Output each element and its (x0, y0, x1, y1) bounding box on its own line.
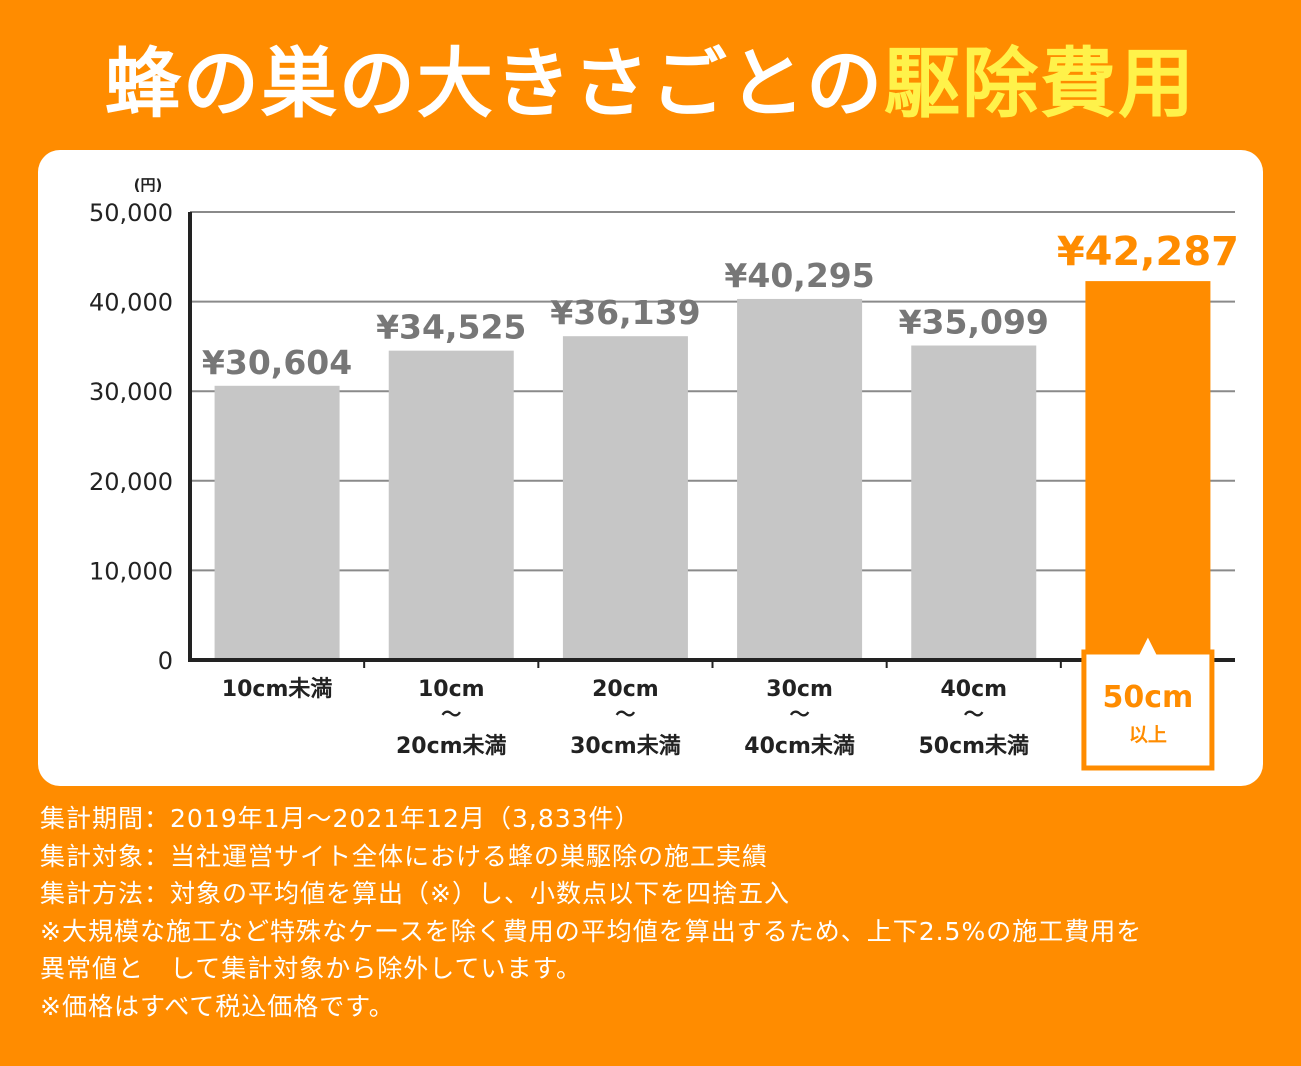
bar (562, 336, 688, 660)
y-tick-label: 0 (158, 647, 173, 675)
note-line: 異常値と して集計対象から除外しています。 (40, 954, 583, 983)
bar (214, 385, 340, 660)
y-tick-label: 20,000 (89, 468, 173, 496)
title-highlight: 駆除費用 (884, 39, 1197, 128)
notes: 集計期間：2019年1月〜2021年12月（3,833件） 集計対象：当社運営サ… (40, 800, 1280, 1025)
bar (388, 350, 514, 660)
category-label: 10cm (418, 677, 485, 702)
value-label: ¥34,525 (376, 308, 526, 347)
category-label: 50cm (1103, 680, 1194, 715)
range-separator: 〜 (615, 702, 635, 726)
category-label: 40cm (940, 677, 1007, 702)
y-tick-label: 30,000 (89, 378, 173, 406)
value-label: ¥30,604 (202, 343, 352, 382)
bar (737, 298, 863, 660)
category-label: 以上 (1129, 724, 1167, 746)
bar (1085, 281, 1211, 660)
range-separator: 〜 (441, 702, 461, 726)
note-line: ※大規模な施工など特殊なケースを除く費用の平均値を算出するため、上下2.5%の施… (40, 916, 1143, 946)
title-main: 蜂の巣の大きさごとの (104, 39, 885, 128)
note-line: 集計対象：当社運営サイト全体における蜂の巣駆除の施工実績 (40, 841, 769, 871)
range-separator: 〜 (964, 702, 984, 726)
note-line: ※価格はすべて税込価格です。 (40, 991, 395, 1021)
note-line: 集計方法：対象の平均値を算出（※）し、小数点以下を四捨五入 (40, 879, 790, 908)
bar (911, 345, 1037, 660)
category-label: 30cm未満 (570, 733, 681, 759)
bar-chart: 0 10,000 20,000 30,000 40,000 50,000 (円) ¥30,60… (89, 176, 1239, 771)
category-label: 20cm未満 (396, 733, 507, 759)
y-tick-label: 50,000 (89, 199, 173, 227)
value-label: ¥40,295 (724, 256, 874, 295)
value-label: ¥36,139 (550, 293, 700, 332)
chart-card: 0 10,000 20,000 30,000 40,000 50,000 (円) ¥30,60… (38, 150, 1263, 786)
y-axis-unit: (円) (134, 176, 163, 194)
category-label: 20cm (592, 677, 659, 702)
callout-box (1081, 626, 1215, 771)
category-label: 40cm未満 (744, 733, 855, 759)
category-label: 30cm (766, 677, 833, 702)
range-separator: 〜 (790, 702, 810, 726)
value-label: ¥35,099 (899, 303, 1049, 342)
value-label: ¥42,287 (1057, 229, 1239, 275)
page-title: 蜂の巣の大きさごとの駆除費用 (0, 22, 1301, 132)
category-label: 50cm未満 (918, 733, 1029, 759)
y-tick-label: 40,000 (89, 289, 173, 317)
note-line: 集計期間：2019年1月〜2021年12月（3,833件） (40, 804, 641, 833)
category-label: 10cm未満 (222, 676, 333, 702)
y-tick-label: 10,000 (89, 557, 173, 585)
